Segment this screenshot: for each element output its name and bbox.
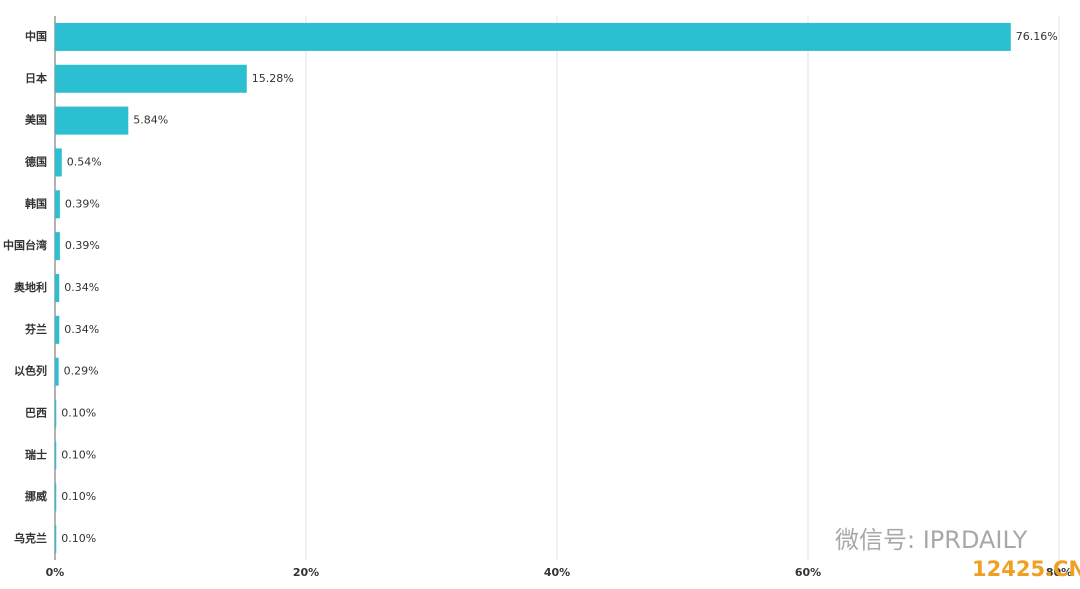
bar (55, 106, 129, 135)
value-label: 0.54% (67, 155, 102, 168)
y-tick-label: 挪威 (25, 489, 47, 503)
y-tick-label: 巴西 (25, 407, 47, 420)
bar (55, 315, 60, 344)
y-tick-label: 韩国 (25, 196, 47, 210)
bar (55, 22, 1011, 51)
x-tick-label: 20% (293, 566, 319, 579)
bar (55, 441, 57, 470)
value-label: 0.39% (65, 197, 100, 210)
value-label: 0.10% (61, 490, 96, 503)
value-label: 0.10% (61, 448, 96, 461)
x-tick-label: 80% (1046, 566, 1072, 579)
x-tick-label: 40% (544, 566, 570, 579)
y-tick-label: 瑞士 (25, 447, 47, 461)
bar (55, 483, 57, 512)
watermark-site: 12425.CN (972, 557, 1080, 581)
y-tick-label: 中国 (25, 29, 47, 43)
value-label: 15.28% (252, 72, 294, 85)
bar (55, 64, 247, 93)
value-label: 0.34% (64, 323, 99, 336)
watermark: 微信号: IPRDAILY (835, 526, 1028, 554)
y-tick-label: 奥地利 (13, 280, 47, 294)
value-label: 0.29% (64, 365, 99, 378)
bar (55, 148, 62, 177)
y-tick-label: 乌克兰 (14, 531, 47, 545)
y-tick-label: 芬兰 (24, 322, 47, 336)
bar (55, 274, 60, 302)
bar (55, 525, 57, 554)
bar (55, 399, 57, 428)
value-label: 76.16% (1016, 30, 1058, 43)
value-label: 0.39% (65, 239, 100, 252)
value-label: 0.10% (61, 407, 96, 420)
y-tick-label: 美国 (25, 113, 47, 127)
y-tick-label: 以色列 (14, 364, 47, 378)
bar (55, 357, 59, 386)
value-label: 0.34% (64, 281, 99, 294)
y-tick-label: 德国 (24, 154, 47, 168)
bar (55, 190, 60, 219)
bar (55, 232, 60, 261)
x-tick-label: 60% (795, 566, 821, 579)
x-tick-label: 0% (46, 566, 65, 579)
value-label: 5.84% (133, 114, 168, 127)
y-tick-label: 日本 (25, 71, 47, 85)
y-tick-label: 中国台湾 (3, 238, 47, 252)
value-label: 0.10% (61, 532, 96, 545)
